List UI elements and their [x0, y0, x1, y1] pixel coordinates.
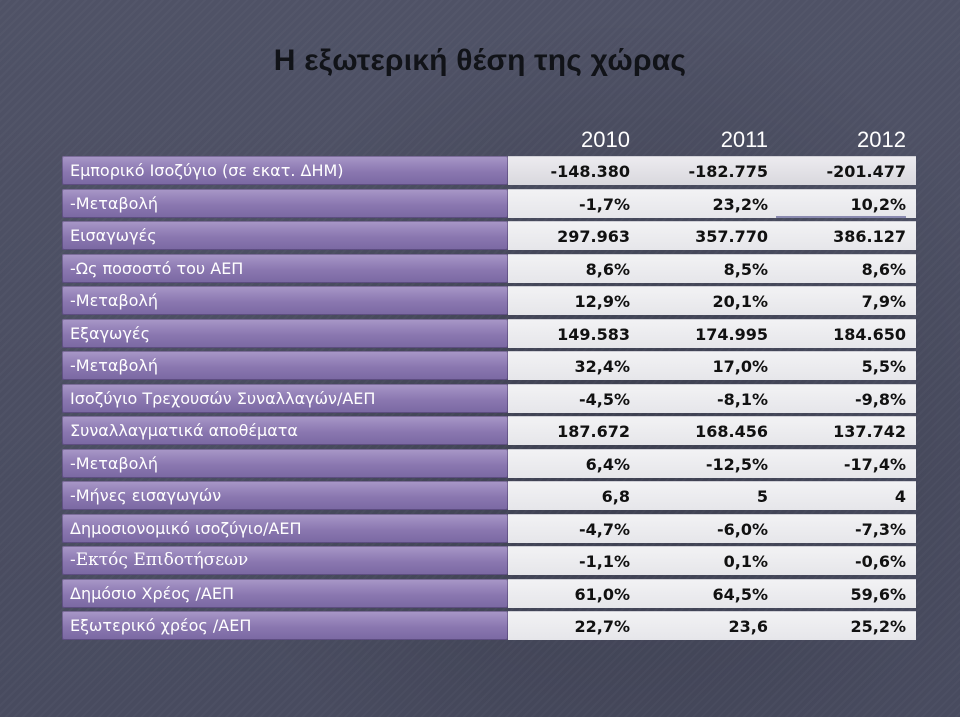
row-label: Εξωτερικό χρέος /ΑΕΠ [62, 611, 508, 640]
value-cell: 8,6% [861, 259, 906, 279]
row-label: Εξαγωγές [62, 318, 508, 348]
value-cell: 61,0% [574, 584, 630, 604]
value-cell: 5,5% [861, 357, 906, 376]
value-cell: 137.742 [833, 422, 906, 441]
value-cell: 59,6% [850, 584, 906, 604]
value-cell: 12,9% [574, 292, 630, 311]
row-label: -Μεταβολή [62, 351, 508, 380]
value-cell: 6,8 [601, 487, 630, 506]
row-values: 22,7% 23,6 25,2% [508, 611, 916, 640]
value-cell: 174.995 [695, 324, 768, 344]
value-cell: -8,1% [716, 389, 768, 409]
row-label: Δημόσιο Χρέος /ΑΕΠ [62, 578, 508, 608]
value-cell: -148.380 [550, 162, 630, 181]
row-label: Εμπορικό Ισοζύγιο (σε εκατ. ΔΗΜ) [62, 156, 508, 185]
row-label: Εισαγωγές [62, 221, 508, 250]
value-cell: 23,2% [712, 194, 768, 214]
value-cell: -12,5% [705, 454, 768, 474]
value-cell: 17,0% [712, 357, 768, 376]
table-row: -Μεταβολή 12,9% 20,1% 7,9% [62, 286, 916, 315]
highlight-underline [776, 216, 906, 218]
value-cell: -6,0% [716, 519, 768, 539]
row-values: -1,7% 23,2% 10,2% [508, 188, 916, 218]
table-row: Δημόσιο Χρέος /ΑΕΠ 61,0% 64,5% 59,6% [62, 578, 916, 608]
value-cell: 22,7% [574, 617, 630, 636]
row-label: -Μεταβολή [62, 188, 508, 218]
table-row: -Μήνες εισαγωγών 6,8 5 4 [62, 481, 916, 510]
row-values: -4,5% -8,1% -9,8% [508, 383, 916, 413]
value-cell: 4 [894, 487, 906, 506]
value-cell: 20,1% [712, 292, 768, 311]
value-cell: 0,1% [723, 552, 768, 571]
row-label: -Μεταβολή [62, 286, 508, 315]
value-cell: 386.127 [833, 227, 906, 246]
value-cell: 8,5% [723, 259, 768, 279]
value-cell: -182.775 [688, 162, 768, 181]
value-cell: -17,4% [843, 454, 906, 474]
table-row: -Μεταβολή -1,7% 23,2% 10,2% [62, 188, 916, 218]
year-header: 2010 2011 2012 [0, 127, 960, 152]
value-cell: 6,4% [585, 454, 630, 474]
value-cell: 357.770 [695, 227, 768, 246]
row-label: Ισοζύγιο Τρεχουσών Συναλλαγών/ΑΕΠ [62, 383, 508, 413]
row-values: 32,4% 17,0% 5,5% [508, 351, 916, 380]
value-cell: -1,7% [578, 194, 630, 214]
table-row: Ισοζύγιο Τρεχουσών Συναλλαγών/ΑΕΠ -4,5% … [62, 383, 916, 413]
value-cell: 23,6 [728, 617, 768, 636]
table-row: Εξαγωγές 149.583 174.995 184.650 [62, 318, 916, 348]
year-2012-header: 2012 [857, 127, 906, 152]
data-table: Εμπορικό Ισοζύγιο (σε εκατ. ΔΗΜ) -148.38… [62, 156, 916, 644]
value-cell: 32,4% [574, 357, 630, 376]
row-values: -1,1% 0,1% -0,6% [508, 546, 916, 575]
value-cell: -9,8% [854, 389, 906, 409]
value-cell: 8,6% [585, 259, 630, 279]
row-label: Δημοσιονομικό ισοζύγιο/ΑΕΠ [62, 513, 508, 543]
value-cell: 187.672 [557, 422, 630, 441]
slide-title: Η εξωτερική θέση της χώρας [273, 44, 687, 77]
row-label: -Εκτός Επιδοτήσεων [62, 546, 508, 575]
value-cell: -201.477 [826, 162, 906, 181]
value-cell: -4,5% [578, 389, 630, 409]
year-2011-header: 2011 [720, 127, 768, 152]
row-values: 297.963 357.770 386.127 [508, 221, 916, 250]
value-cell: -1,1% [578, 552, 630, 571]
table-row: -Μεταβολή 6,4% -12,5% -17,4% [62, 448, 916, 478]
value-cell: 149.583 [557, 324, 630, 344]
table-row: -Εκτός Επιδοτήσεων -1,1% 0,1% -0,6% [62, 546, 916, 575]
table-row: Δημοσιονομικό ισοζύγιο/ΑΕΠ -4,7% -6,0% -… [62, 513, 916, 543]
row-values: 6,4% -12,5% -17,4% [508, 448, 916, 478]
row-values: 149.583 174.995 184.650 [508, 318, 916, 348]
row-values: 187.672 168.456 137.742 [508, 416, 916, 445]
row-values: 61,0% 64,5% 59,6% [508, 578, 916, 608]
table-row: -Ως ποσοστό του ΑΕΠ 8,6% 8,5% 8,6% [62, 253, 916, 283]
value-cell: 168.456 [695, 422, 768, 441]
table-row: Εξωτερικό χρέος /ΑΕΠ 22,7% 23,6 25,2% [62, 611, 916, 640]
row-label: Συναλλαγματικά αποθέματα [62, 416, 508, 445]
value-cell: 25,2% [850, 617, 906, 636]
row-values: 12,9% 20,1% 7,9% [508, 286, 916, 315]
row-label: -Μήνες εισαγωγών [62, 481, 508, 510]
value-cell: 7,9% [861, 292, 906, 311]
value-cell: -0,6% [854, 552, 906, 571]
value-cell: 184.650 [833, 324, 906, 344]
row-label: -Μεταβολή [62, 448, 508, 478]
value-cell: 64,5% [712, 584, 768, 604]
row-values: 8,6% 8,5% 8,6% [508, 253, 916, 283]
value-cell: 5 [756, 487, 768, 506]
table-row: -Μεταβολή 32,4% 17,0% 5,5% [62, 351, 916, 380]
value-cell: -7,3% [854, 519, 906, 539]
table-row: Συναλλαγματικά αποθέματα 187.672 168.456… [62, 416, 916, 445]
value-cell: 297.963 [557, 227, 630, 246]
table-row: Εμπορικό Ισοζύγιο (σε εκατ. ΔΗΜ) -148.38… [62, 156, 916, 185]
row-label: -Ως ποσοστό του ΑΕΠ [62, 253, 508, 283]
row-values: -148.380 -182.775 -201.477 [508, 156, 916, 185]
row-values: 6,8 5 4 [508, 481, 916, 510]
value-cell: 10,2% [850, 194, 906, 214]
value-cell: -4,7% [578, 519, 630, 539]
table-row: Εισαγωγές 297.963 357.770 386.127 [62, 221, 916, 250]
year-2010-header: 2010 [581, 127, 630, 152]
row-values: -4,7% -6,0% -7,3% [508, 513, 916, 543]
